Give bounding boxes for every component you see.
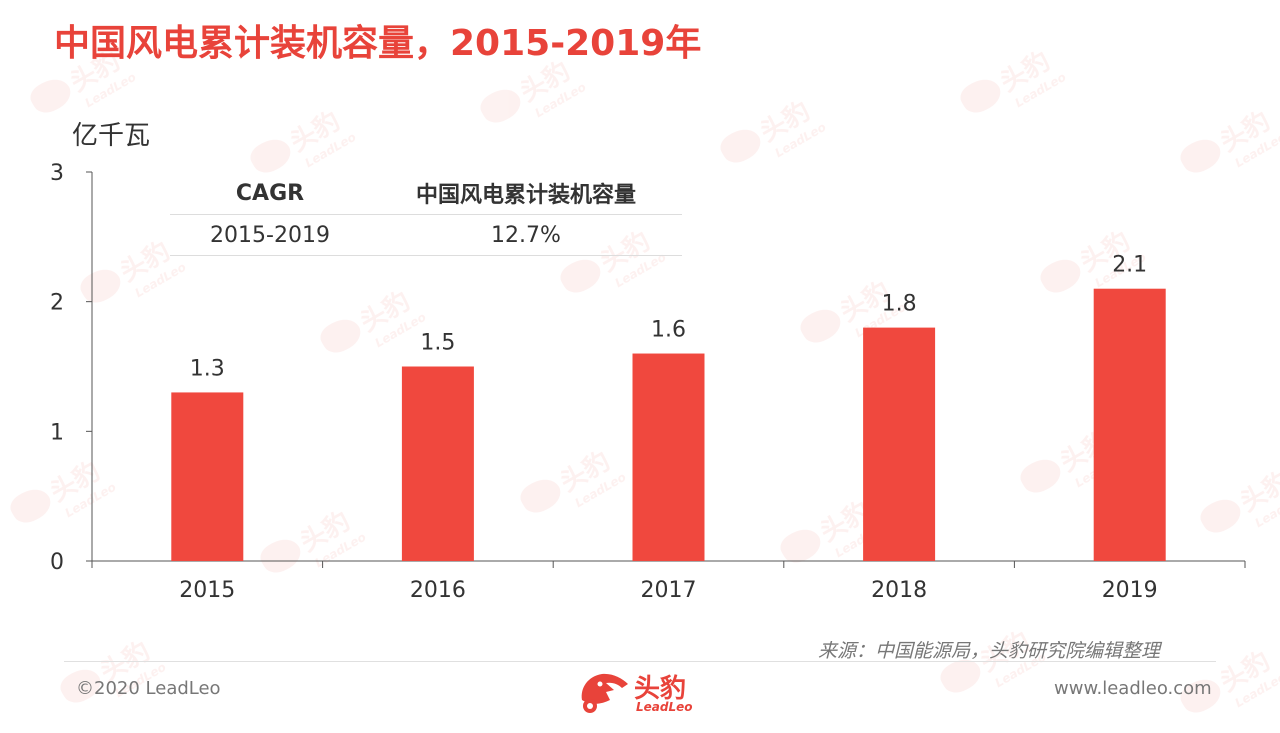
cagr-header-cell: CAGR xyxy=(170,181,370,206)
leopard-head-icon xyxy=(578,670,632,716)
y-tick-label: 1 xyxy=(50,420,64,445)
y-tick-label: 0 xyxy=(50,550,64,575)
y-tick-label: 2 xyxy=(50,291,64,316)
data-label: 1.3 xyxy=(190,356,225,381)
logo-text-en: LeadLeo xyxy=(636,700,693,714)
cagr-table-row: 2015-2019 12.7% xyxy=(170,215,682,256)
y-tick-label: 3 xyxy=(50,161,64,186)
data-label: 1.8 xyxy=(882,292,917,317)
x-tick-label: 2017 xyxy=(641,578,697,603)
bar xyxy=(402,367,474,562)
footer-divider xyxy=(64,661,1216,662)
x-tick-label: 2016 xyxy=(410,578,466,603)
leadleo-logo: 头豹 LeadLeo xyxy=(578,664,708,720)
bar xyxy=(1094,289,1166,561)
website-link[interactable]: www.leadleo.com xyxy=(1054,678,1212,699)
source-note: 来源：中国能源局，头豹研究院编辑整理 xyxy=(818,636,1160,663)
y-axis-unit-label: 亿千瓦 xyxy=(72,121,150,151)
data-label: 2.1 xyxy=(1112,253,1147,278)
cagr-period-cell: 2015-2019 xyxy=(170,223,370,248)
cagr-header-cell: 中国风电累计装机容量 xyxy=(370,177,682,209)
data-label: 1.5 xyxy=(420,331,455,356)
x-tick-label: 2018 xyxy=(871,578,927,603)
cagr-value-cell: 12.7% xyxy=(370,223,682,248)
data-label: 1.6 xyxy=(651,318,686,343)
bar xyxy=(171,392,243,561)
x-tick-label: 2019 xyxy=(1102,578,1158,603)
cagr-table-header: CAGR 中国风电累计装机容量 xyxy=(170,172,682,215)
x-tick-label: 2015 xyxy=(179,578,235,603)
bar xyxy=(633,354,705,561)
bar-chart: 0 1 2 3 亿千瓦 1.3 2015 1.5 2016 1.6 2017 1.8 2018 2.1 20… xyxy=(0,0,1280,720)
cagr-table: CAGR 中国风电累计装机容量 2015-2019 12.7% xyxy=(170,172,682,256)
copyright-text: ©2020 LeadLeo xyxy=(76,678,221,699)
bar xyxy=(863,328,935,561)
